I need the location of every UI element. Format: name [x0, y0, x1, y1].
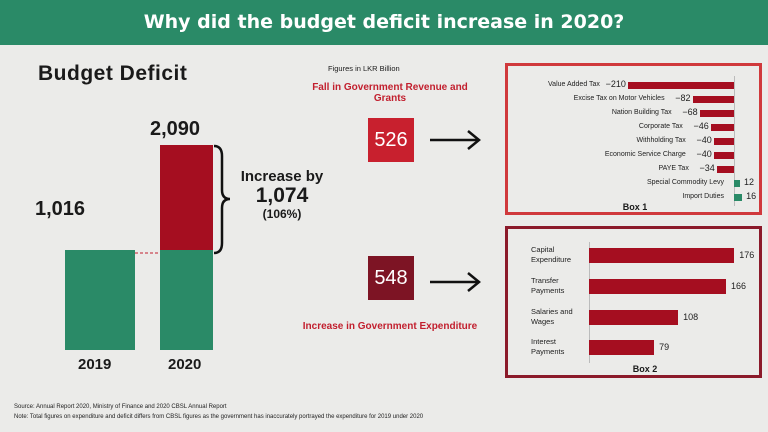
brace-icon: [213, 144, 231, 255]
category-label: Excise Tax on Motor Vehicles: [573, 95, 665, 102]
bar: [713, 138, 734, 145]
expenditure-value: 548: [368, 256, 414, 300]
bar: [589, 340, 655, 355]
data-label: −68: [682, 107, 698, 117]
bar: [734, 180, 741, 187]
increase-value: 1,074: [255, 184, 309, 207]
budget-deficit-title: Budget Deficit: [38, 62, 188, 85]
box-1-title: Box 1: [622, 202, 648, 212]
bar: [716, 166, 734, 173]
bar: [713, 152, 734, 159]
category-label: Economic Service Charge: [604, 151, 686, 158]
box-1: [505, 63, 762, 215]
category-label: Import Duties: [682, 193, 724, 200]
data-label: 16: [746, 191, 757, 201]
data-label: 12: [744, 177, 755, 187]
arrow-right-icon: [430, 272, 481, 292]
year-2019: 2019: [78, 356, 112, 373]
bar: [734, 194, 743, 201]
increase-percent: (106%): [262, 207, 302, 221]
box-2-title: Box 2: [632, 364, 658, 374]
units-label: Figures in LKR Billion: [328, 64, 400, 73]
bar-2019-base: [65, 250, 135, 350]
expenditure-label: Increase in Government Expenditure: [302, 321, 478, 332]
category-label: Interest Payments: [531, 337, 565, 356]
category-label: Withholding Tax: [636, 137, 686, 144]
bar: [589, 310, 679, 325]
revenue-value: 526: [368, 118, 414, 162]
box-1-axis: [734, 76, 735, 206]
bar-2020-increase: [160, 145, 213, 251]
category-label: Transfer Payments: [531, 276, 565, 295]
note-text: Note: Total figures on expenditure and d…: [14, 414, 424, 420]
category-label: Special Commodity Levy: [646, 179, 724, 186]
data-label: 108: [683, 312, 699, 322]
box-2: [505, 226, 762, 378]
category-label: Value Added Tax: [548, 81, 600, 88]
data-label: 79: [659, 342, 670, 352]
category-label: Nation Building Tax: [611, 109, 672, 116]
data-label: 176: [739, 250, 755, 260]
source-text: Source: Annual Report 2020, Ministry of …: [14, 404, 227, 410]
category-label: PAYE Tax: [658, 165, 689, 172]
bar: [699, 110, 734, 117]
bar: [589, 279, 726, 294]
data-label: −34: [699, 163, 715, 173]
increase-annotation: Increase by 1,074 (106%): [237, 168, 327, 221]
page-title: Why did the budget deficit increase in 2…: [0, 0, 768, 45]
total-2020: 2,090: [150, 118, 201, 140]
data-label: −40: [696, 149, 712, 159]
category-label: Corporate Tax: [638, 123, 683, 130]
year-2020: 2020: [168, 356, 202, 373]
data-label: −46: [693, 121, 709, 131]
box-2-axis: [589, 242, 590, 363]
arrow-right-icon: [430, 130, 481, 150]
category-label: Capital Expenditure: [531, 245, 572, 264]
total-2019: 1,016: [35, 198, 86, 220]
bar: [627, 82, 734, 89]
category-label: Salaries and Wages: [531, 307, 573, 326]
data-label: 166: [730, 281, 746, 291]
bar: [692, 96, 734, 103]
bar: [710, 124, 734, 131]
data-label: −40: [696, 135, 712, 145]
data-label: −210: [605, 79, 626, 89]
revenue-label: Fall in Government Revenue and Grants: [312, 82, 468, 104]
bar-2020-base: [160, 250, 213, 350]
bar: [589, 248, 735, 263]
data-label: −82: [675, 93, 691, 103]
increase-label: Increase by: [240, 168, 324, 185]
